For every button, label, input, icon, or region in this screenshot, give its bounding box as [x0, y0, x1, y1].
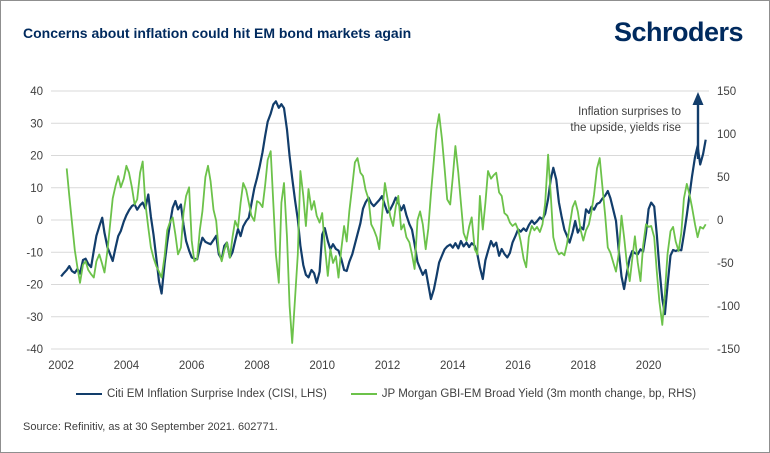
y-right-tick-label: 100: [717, 129, 736, 141]
x-tick-label: 2008: [244, 360, 270, 372]
y-left-tick-label: -30: [26, 312, 43, 324]
legend-item-gbi: JP Morgan GBI-EM Broad Yield (3m month c…: [350, 388, 697, 400]
annotation-line2: the upside, yields rise: [570, 122, 681, 134]
y-left-tick-label: -10: [26, 247, 43, 259]
y-right-tick-label: 0: [717, 215, 723, 227]
y-left-tick-label: 30: [30, 118, 43, 130]
x-tick-label: 2002: [48, 360, 74, 372]
y-right-tick-label: -50: [717, 258, 734, 270]
up-arrow-head: [692, 92, 704, 105]
y-right-tick-label: 150: [717, 86, 736, 98]
x-tick-label: 2018: [571, 360, 597, 372]
y-right-tick-label: -150: [717, 344, 740, 356]
y-left-tick-label: -40: [26, 344, 43, 356]
schroders-logo: Schroders: [613, 17, 744, 47]
x-tick-label: 2014: [440, 360, 466, 372]
annotation-line1: Inflation surprises to: [578, 106, 681, 118]
x-tick-label: 2020: [636, 360, 662, 372]
x-tick-label: 2016: [505, 360, 531, 372]
x-tick-label: 2012: [375, 360, 401, 372]
y-right-tick-label: -100: [717, 301, 740, 313]
chart-legend: Citi EM Inflation Surprise Index (CISI, …: [1, 388, 769, 400]
y-left-tick-label: 40: [30, 86, 43, 98]
y-left-tick-label: 10: [30, 183, 43, 195]
legend-label-cisi: Citi EM Inflation Surprise Index (CISI, …: [106, 388, 327, 400]
legend-item-cisi: Citi EM Inflation Surprise Index (CISI, …: [75, 388, 327, 400]
y-left-tick-label: 0: [37, 215, 43, 227]
y-left-tick-label: 20: [30, 151, 43, 163]
source-note: Source: Refinitiv, as at 30 September 20…: [23, 421, 278, 433]
x-tick-label: 2006: [179, 360, 205, 372]
page-title: Concerns about inflation could hit EM bo…: [23, 25, 412, 41]
legend-label-gbi: JP Morgan GBI-EM Broad Yield (3m month c…: [381, 388, 697, 400]
chart-annotation: Inflation surprises to the upside, yield…: [570, 104, 681, 136]
x-tick-label: 2010: [309, 360, 335, 372]
gbi-line-swatch: [350, 393, 377, 395]
cisi-line-swatch: [75, 393, 102, 395]
gbi-yield-line: [65, 113, 707, 344]
x-tick-label: 2004: [114, 360, 140, 372]
y-right-tick-label: 50: [717, 172, 730, 184]
y-left-tick-label: -20: [26, 280, 43, 292]
